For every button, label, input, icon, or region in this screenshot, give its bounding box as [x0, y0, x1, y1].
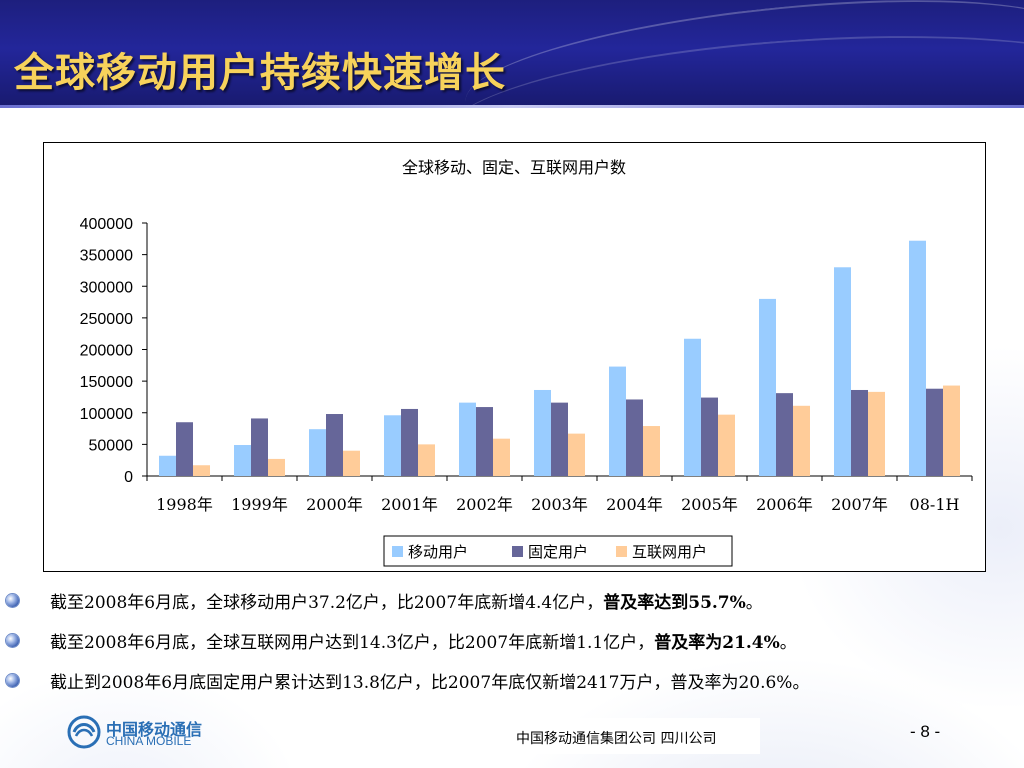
- header-bottom-band: [0, 105, 1024, 108]
- y-tick-label: 150000: [80, 374, 133, 391]
- china-mobile-logo-icon: [67, 715, 101, 749]
- bar: [718, 414, 735, 476]
- bar: [568, 433, 585, 476]
- bar: [926, 388, 943, 476]
- bar: [834, 267, 851, 476]
- bullet-icon: [6, 674, 19, 687]
- x-tick-label: 2007年: [831, 495, 888, 514]
- bar: [176, 422, 193, 476]
- bullet-item-2: 截至2008年6月底，全球互联网用户达到14.3亿户，比2007年底新增1.1亿…: [0, 626, 1024, 656]
- bullet-item-3: 截止到2008年6月底固定用户累计达到13.8亿户，比2007年底仅新增2417…: [0, 666, 1024, 696]
- bullet-text-bold: 普及率为21.4%: [654, 633, 780, 653]
- bullet-icon: [6, 634, 19, 647]
- bullet-text: 截止到2008年6月底固定用户累计达到13.8亿户，比2007年底仅新增2417…: [50, 668, 809, 693]
- page-title: 全球移动用户持续快速增长: [14, 50, 506, 96]
- y-tick-label: 200000: [80, 343, 133, 360]
- bar: [326, 414, 343, 476]
- slide-header: [0, 0, 1024, 108]
- bar-series-2: [176, 388, 943, 476]
- logo-text-cn: 中国移动通信: [106, 720, 203, 739]
- y-tick-label: 0: [124, 469, 133, 486]
- x-tick-label: 1999年: [231, 495, 288, 514]
- bar: [759, 298, 776, 476]
- legend-swatch: [616, 546, 627, 557]
- bar-series-group: [159, 240, 960, 476]
- x-tick-label: 2001年: [381, 495, 438, 514]
- bar: [309, 429, 326, 476]
- chart-legend: 移动用户 固定用户 互联网用户: [383, 535, 733, 567]
- x-tick-label: 08-1H: [910, 495, 960, 514]
- x-tick-label: 2002年: [456, 495, 513, 514]
- legend-label: 移动用户: [408, 543, 468, 561]
- y-tick-label: 350000: [80, 248, 133, 265]
- bar: [701, 397, 718, 476]
- x-tick-label: 2004年: [606, 495, 663, 514]
- bullet-text-tail: 。: [779, 633, 797, 653]
- y-tick-label: 100000: [80, 406, 133, 423]
- footer-company-name: 中国移动通信集团公司 四川公司: [516, 731, 717, 747]
- bar-series-3: [193, 385, 960, 476]
- bar: [384, 415, 401, 476]
- y-tick-label: 250000: [80, 311, 133, 328]
- bar: [626, 399, 643, 476]
- x-tick-label: 1998年: [156, 495, 213, 514]
- x-tick-label: 2003年: [531, 495, 588, 514]
- legend-swatch: [392, 546, 403, 557]
- bar: [868, 391, 885, 476]
- bar: [609, 366, 626, 476]
- bar: [268, 458, 285, 476]
- legend-label: 互联网用户: [632, 543, 707, 561]
- bullet-item-1: 截至2008年6月底，全球移动用户37.2亿户，比2007年底新增4.4亿户，普…: [0, 586, 1024, 616]
- bullet-text: 截至2008年6月底，全球移动用户37.2亿户，比2007年底新增4.4亿户，普…: [50, 588, 763, 613]
- x-tick-label: 2000年: [306, 495, 363, 514]
- bar: [251, 418, 268, 476]
- page-number: - 8 -: [910, 722, 941, 741]
- x-axis: 1998年 1999年 2000年 2001年 2002年 2003年 2004年 2005年…: [146, 475, 973, 514]
- y-axis: 0 50000 100000 150000 200000 250000 300000 3500…: [80, 216, 148, 486]
- bar-series-1: [159, 240, 926, 476]
- bar: [776, 393, 793, 476]
- bar: [459, 402, 476, 476]
- legend-label: 固定用户: [528, 543, 588, 561]
- bar: [551, 402, 568, 476]
- bullet-text-bold: 普及率达到55.7%: [603, 593, 746, 613]
- chart-title: 全球移动、固定、互联网用户数: [402, 158, 626, 177]
- y-tick-label: 300000: [80, 279, 133, 296]
- bullet-text: 截至2008年6月底，全球互联网用户达到14.3亿户，比2007年底新增1.1亿…: [50, 628, 797, 653]
- chart-container: 全球移动、固定、互联网用户数 0 50000 100000 150000 200000 2…: [43, 142, 986, 572]
- bar: [684, 338, 701, 476]
- bar: [343, 450, 360, 476]
- bar: [943, 385, 960, 476]
- bar: [643, 426, 660, 476]
- bar: [418, 444, 435, 476]
- x-tick-label: 2005年: [681, 495, 738, 514]
- bullet-text-plain: 截至2008年6月底，全球互联网用户达到14.3亿户，比2007年底新增1.1亿…: [50, 633, 655, 653]
- bar: [851, 389, 868, 476]
- y-tick-label: 400000: [80, 216, 133, 233]
- bar: [193, 465, 210, 476]
- bar: [476, 407, 493, 476]
- y-tick-label: 50000: [89, 437, 134, 454]
- bullet-text-tail: 。: [745, 593, 763, 613]
- bar: [493, 438, 510, 476]
- bullet-text-plain: 截止到2008年6月底固定用户累计达到13.8亿户，比2007年底仅新增2417…: [50, 673, 810, 693]
- bar: [401, 408, 418, 476]
- bar-chart: 全球移动、固定、互联网用户数 0 50000 100000 150000 200000 2…: [80, 158, 973, 567]
- bullet-icon: [6, 594, 19, 607]
- legend-box: [383, 535, 733, 567]
- bar: [793, 405, 810, 476]
- x-tick-label: 2006年: [756, 495, 813, 514]
- bar: [909, 240, 926, 476]
- bar: [234, 445, 251, 476]
- china-mobile-logo: 中国移动通信 CHINA MOBILE: [66, 712, 216, 752]
- footer-company-box: 中国移动通信集团公司 四川公司: [504, 718, 760, 754]
- bar: [159, 455, 176, 476]
- logo-text-en: CHINA MOBILE: [106, 734, 192, 748]
- bullet-text-plain: 截至2008年6月底，全球移动用户37.2亿户，比2007年底新增4.4亿户，: [50, 593, 604, 613]
- bar: [534, 389, 551, 476]
- legend-swatch: [512, 546, 523, 557]
